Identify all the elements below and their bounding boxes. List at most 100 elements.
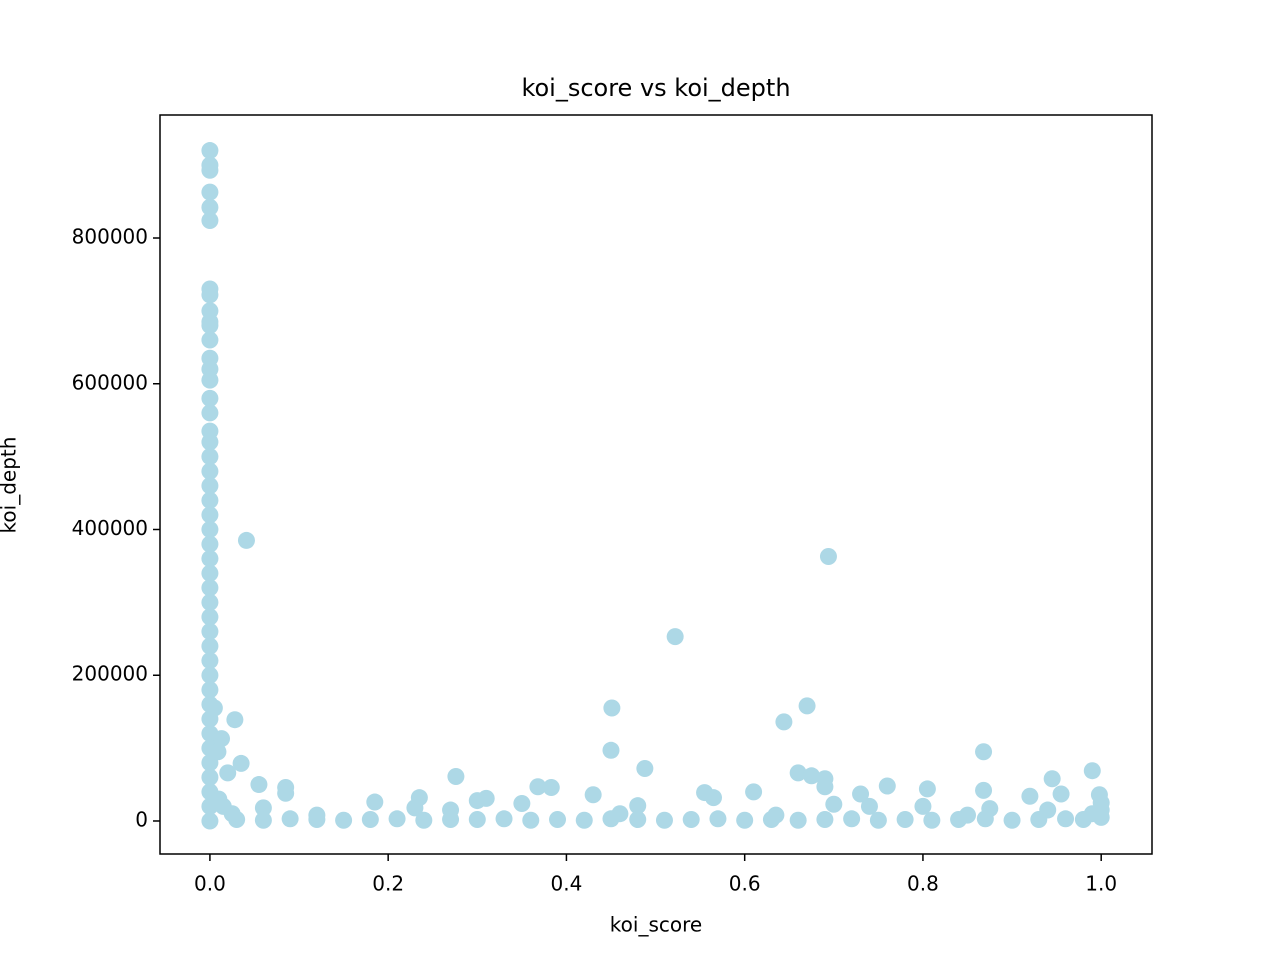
point xyxy=(237,531,255,549)
point xyxy=(201,142,219,160)
point xyxy=(201,608,219,626)
point xyxy=(529,778,547,796)
y-tick-label: 400000 xyxy=(72,516,148,540)
point xyxy=(896,811,914,829)
y-tick-label: 0 xyxy=(135,807,148,831)
point xyxy=(603,699,621,717)
point xyxy=(869,811,887,829)
x-tick-label: 0.2 xyxy=(372,872,404,896)
point xyxy=(442,811,460,829)
point xyxy=(201,681,219,699)
point xyxy=(923,811,941,829)
plot-frame xyxy=(159,114,1153,855)
point xyxy=(1021,787,1039,805)
point xyxy=(816,811,834,829)
point xyxy=(201,564,219,582)
point xyxy=(914,797,932,815)
point xyxy=(209,743,227,761)
point xyxy=(205,699,223,717)
point xyxy=(762,811,780,829)
x-tick-label: 1.0 xyxy=(1085,872,1117,896)
point xyxy=(201,404,219,422)
point xyxy=(513,794,531,812)
x-tick-label: 0.0 xyxy=(194,872,226,896)
point xyxy=(226,711,244,729)
point xyxy=(522,811,540,829)
point xyxy=(704,789,722,807)
point xyxy=(201,666,219,684)
point xyxy=(860,797,878,815)
point xyxy=(584,786,602,804)
point xyxy=(775,713,793,731)
point xyxy=(950,811,968,829)
point xyxy=(495,810,513,828)
point xyxy=(709,810,727,828)
point xyxy=(201,623,219,641)
x-tick-label: 0.6 xyxy=(729,872,761,896)
point xyxy=(575,811,593,829)
point xyxy=(201,462,219,480)
point xyxy=(406,799,424,817)
point xyxy=(1057,810,1075,828)
point xyxy=(1003,811,1021,829)
point xyxy=(201,477,219,495)
y-tick-label: 200000 xyxy=(72,662,148,686)
point xyxy=(629,797,647,815)
point xyxy=(254,799,272,817)
point xyxy=(843,810,861,828)
point xyxy=(201,212,219,230)
y-tick-label: 600000 xyxy=(72,370,148,394)
point xyxy=(201,593,219,611)
point xyxy=(798,697,816,715)
point xyxy=(201,637,219,655)
point xyxy=(602,810,620,828)
point xyxy=(223,805,241,823)
point xyxy=(682,811,700,829)
point xyxy=(852,785,870,803)
x-axis-label: koi_score xyxy=(610,913,702,937)
point xyxy=(201,520,219,538)
point xyxy=(542,778,560,796)
point xyxy=(602,741,620,759)
y-tick-label: 800000 xyxy=(72,225,148,249)
point xyxy=(201,579,219,597)
point xyxy=(878,777,896,795)
point xyxy=(219,764,237,782)
point xyxy=(277,784,295,802)
point xyxy=(789,764,807,782)
point xyxy=(468,792,486,810)
point xyxy=(803,767,821,785)
point xyxy=(629,811,647,829)
point xyxy=(201,506,219,524)
point xyxy=(976,810,994,828)
point xyxy=(201,286,219,304)
point xyxy=(201,161,219,179)
point xyxy=(655,811,673,829)
point xyxy=(308,811,326,829)
x-tick-label: 0.8 xyxy=(907,872,939,896)
point xyxy=(819,547,837,565)
point xyxy=(201,316,219,334)
point xyxy=(201,550,219,568)
point xyxy=(745,783,763,801)
point xyxy=(201,491,219,509)
point xyxy=(335,811,353,829)
point xyxy=(232,754,250,772)
point xyxy=(975,743,993,761)
point xyxy=(212,730,230,748)
point xyxy=(468,811,486,829)
point xyxy=(789,811,807,829)
point xyxy=(254,811,272,829)
point xyxy=(736,811,754,829)
x-tick-label: 0.4 xyxy=(551,872,583,896)
point xyxy=(366,793,384,811)
point xyxy=(447,768,465,786)
point xyxy=(1074,811,1092,829)
point xyxy=(825,795,843,813)
point xyxy=(666,628,684,646)
point xyxy=(201,812,219,830)
point xyxy=(636,760,654,778)
point xyxy=(975,781,993,799)
